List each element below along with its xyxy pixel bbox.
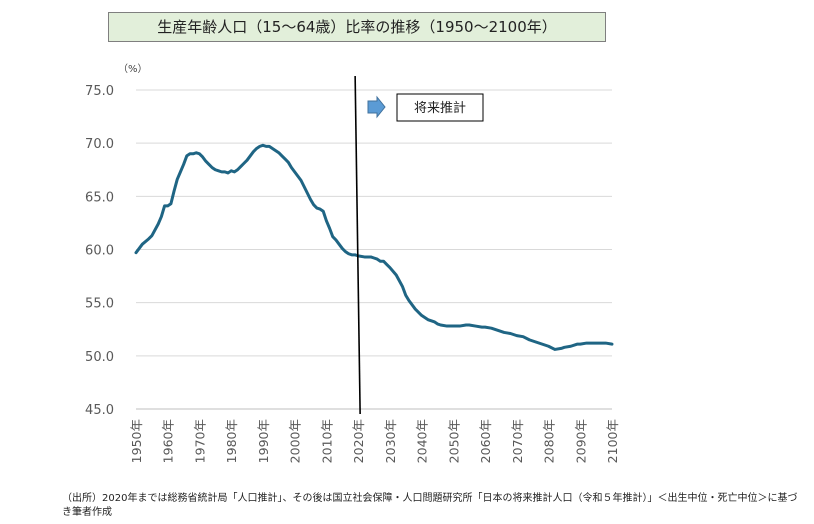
series-line	[134, 143, 614, 351]
x-axis-ticks: 1950年 1960年 1970年 1980年 1990年 2000年 2010年 2020年…	[129, 419, 620, 463]
gridlines	[136, 89, 612, 410]
y-tick-label: 45.0	[85, 403, 114, 418]
y-tick-label: 75.0	[85, 84, 114, 99]
projection-label: 将来推計	[414, 100, 466, 116]
x-tick-label: 2060年	[478, 419, 493, 463]
y-tick-label: 55.0	[85, 297, 114, 312]
y-tick-label: 65.0	[85, 190, 114, 205]
projection-callout: 将来推計	[367, 93, 484, 122]
x-tick-label: 2020年	[351, 419, 366, 463]
x-tick-label: 2050年	[446, 419, 461, 463]
y-tick-label: 50.0	[85, 350, 114, 365]
x-tick-label: 2100年	[605, 419, 620, 463]
y-tick-label: 60.0	[85, 244, 114, 259]
x-tick-label: 2090年	[573, 419, 588, 463]
right-arrow-icon	[367, 95, 386, 119]
x-tick-label: 1960年	[161, 419, 176, 463]
x-tick-label: 1980年	[224, 419, 239, 463]
y-axis-unit-label: （%）	[118, 64, 148, 75]
x-tick-label: 2030年	[383, 419, 398, 463]
x-tick-label: 1950年	[129, 419, 144, 463]
chart-title: 生産年齢人口（15～64歳）比率の推移（1950～2100年）	[108, 12, 606, 42]
x-tick-label: 2070年	[510, 419, 525, 463]
x-tick-label: 1990年	[256, 419, 271, 463]
projection-divider-line	[354, 75, 361, 415]
projection-label-box	[396, 93, 484, 122]
x-tick-label: 2010年	[319, 419, 334, 463]
x-tick-label: 2080年	[542, 419, 557, 463]
y-axis-ticks: 45.0 50.0 55.0 60.0 65.0 70.0 75.0	[85, 84, 114, 418]
source-note: （出所）2020年までは総務省統計局「人口推計」、その後は国立社会保障・人口問題…	[62, 493, 798, 518]
y-tick-label: 70.0	[85, 137, 114, 152]
x-tick-label: 2000年	[288, 419, 303, 463]
x-tick-label: 2040年	[415, 419, 430, 463]
x-tick-label: 1970年	[192, 419, 207, 463]
